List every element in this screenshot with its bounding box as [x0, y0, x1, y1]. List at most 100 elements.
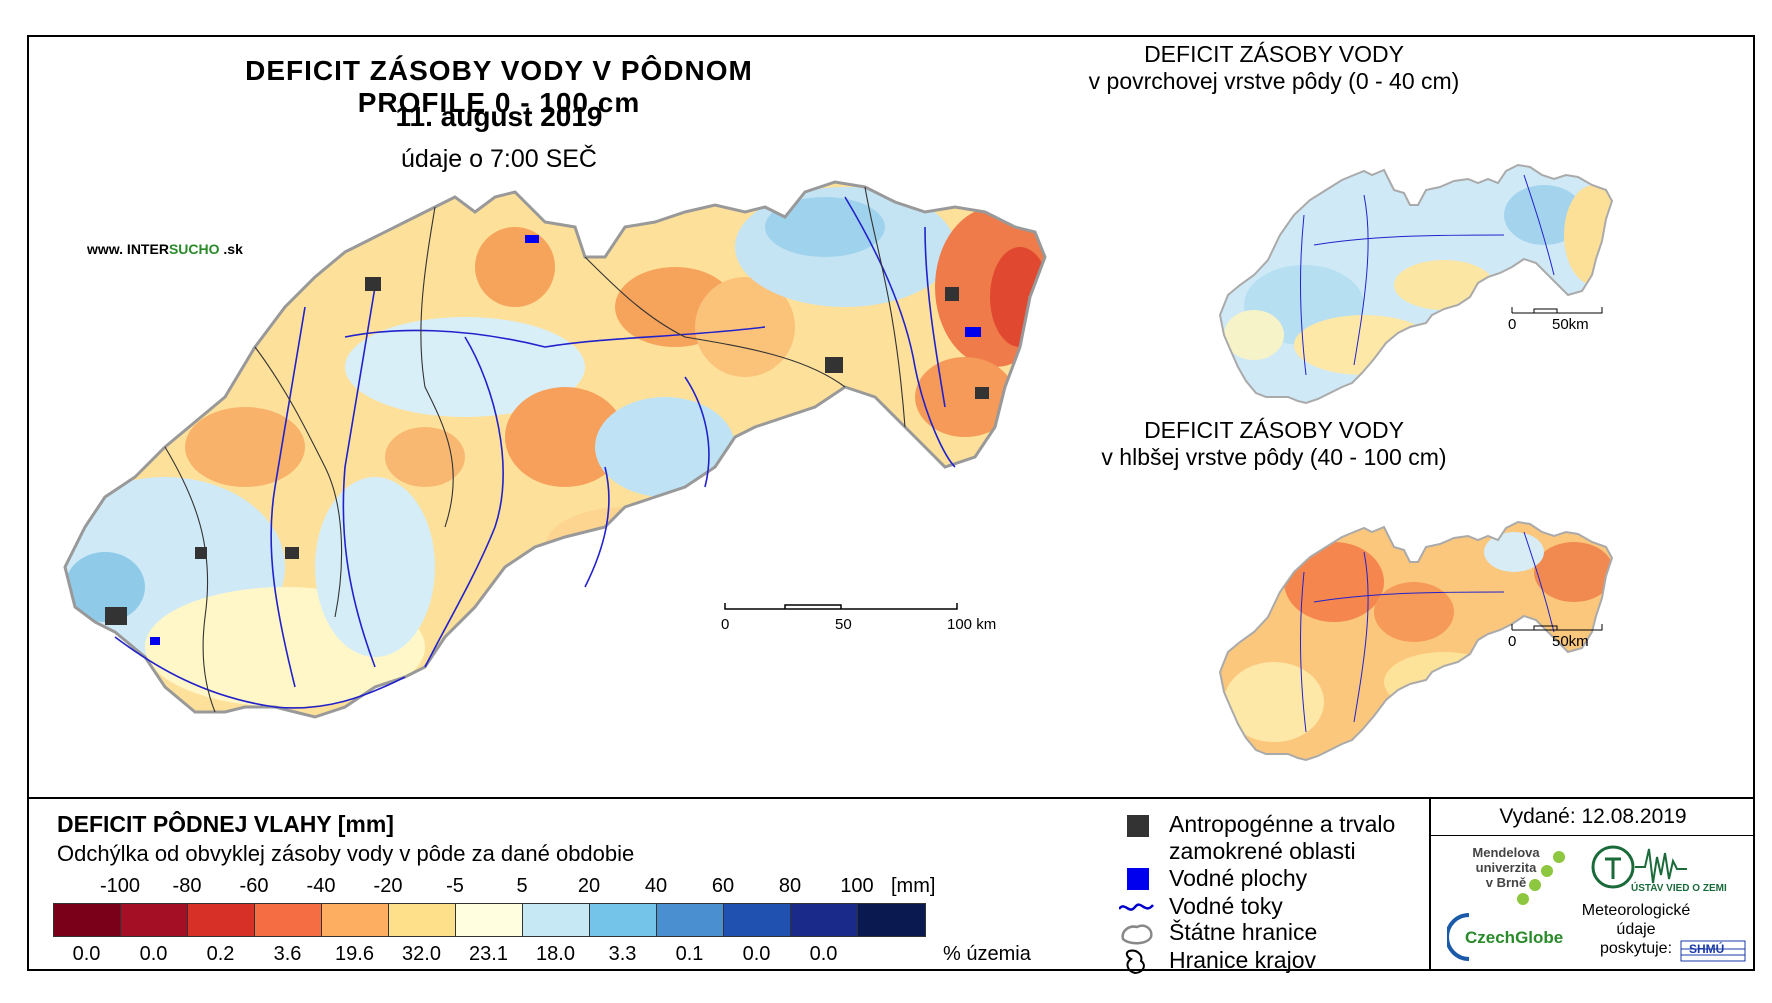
legend-title: DEFICIT PÔDNEJ VLAHY [mm]: [57, 811, 394, 837]
legend-percentage: 23.1: [469, 943, 508, 965]
water-bodies: [150, 235, 981, 645]
key-label-urban-2: zamokrené oblasti: [1169, 838, 1356, 864]
legend-color-cell: [858, 904, 925, 936]
legend-threshold: 60: [711, 875, 735, 897]
meteo-line1: Meteorologické: [1581, 902, 1691, 919]
legend-threshold-labels: -100 -80 -60 -40 -20 -5 5 20 40 60 80 10…: [51, 875, 935, 901]
legend-color-cell: [791, 904, 858, 936]
meteo-line3: poskytuje:: [1599, 940, 1673, 957]
legend-color-cell: [523, 904, 590, 936]
legend-section: DEFICIT PÔDNEJ VLAHY [mm] Odchýlka od ob…: [29, 799, 1755, 975]
inset-bottom-title-line2: v hlbšej vrstve pôdy (40 - 100 cm): [1101, 444, 1447, 470]
mendel-line1: Mendelova: [1472, 845, 1540, 860]
legend-threshold: -40: [306, 875, 336, 897]
legend-color-cell: [54, 904, 121, 936]
key-label-country-border: Štátne hranice: [1169, 919, 1318, 945]
legend-color-cell: [188, 904, 255, 936]
key-label-region-border: Hranice krajov: [1169, 947, 1316, 973]
inset-top-title-line2: v povrchovej vrstve pôdy (0 - 40 cm): [1088, 68, 1460, 94]
legend-color-cell: [322, 904, 389, 936]
legend-threshold: -100: [99, 875, 141, 897]
map-area: DEFICIT ZÁSOBY VODY V PÔDNOM PROFILE 0 -…: [29, 37, 1753, 799]
wavy-line-icon: [1119, 903, 1154, 911]
legend-percent-unit: % územia: [943, 943, 1031, 965]
source-url: www. INTERSUCHO .sk: [87, 241, 243, 257]
main-scale-label-50: 50: [835, 616, 852, 633]
czechglobe-logo: CzechGlobe: [1447, 913, 1563, 961]
legend-subtitle: Odchýlka od obvyklej zásoby vody v pôde …: [57, 841, 635, 866]
legend-threshold: 5: [516, 875, 528, 897]
blue-square-icon: [1127, 868, 1149, 890]
legend-percentage: 0.1: [675, 943, 704, 965]
main-map-scale-bar: 0 50 100 km: [721, 603, 996, 633]
legend-threshold: 80: [778, 875, 802, 897]
source-url-suffix: .sk: [219, 241, 243, 257]
mendel-dots-icon: [1517, 851, 1565, 905]
legend-percentage: 0.2: [206, 943, 235, 965]
legend-percentage: 0.0: [742, 943, 771, 965]
legend-threshold: 100: [840, 875, 874, 897]
inset-bottom-rivers: [1300, 531, 1555, 733]
legend-percentage: 0.0: [72, 943, 101, 965]
legend-color-cell: [657, 904, 724, 936]
mendel-line2: univerzita: [1475, 860, 1537, 875]
region-boundaries: [164, 186, 906, 713]
inset-top-rivers: [1300, 174, 1555, 376]
issued-box: Vydané: 12.08.2019 Mendelova univerzita …: [1429, 799, 1755, 971]
inset-top-scale-0: 0: [1508, 316, 1516, 333]
uvoz-text: ÚSTAV VIED O ZEMI: [1631, 881, 1727, 894]
meteo-line2: údaje: [1616, 921, 1656, 938]
inset-bottom-scale-50: 50km: [1552, 633, 1589, 650]
inset-top-scale-50: 50km: [1552, 316, 1589, 333]
mendel-line3: v Brně: [1485, 875, 1527, 890]
river-network: [114, 196, 956, 709]
meteo-provider-text: Meteorologické údaje poskytuje:: [1581, 901, 1691, 958]
legend-color-cell: [456, 904, 523, 936]
legend-color-cell: [255, 904, 322, 936]
inset-top-title-line1: DEFICIT ZÁSOBY VODY: [1144, 41, 1404, 67]
uvoz-logo: ÚSTAV VIED O ZEMI: [1591, 845, 1727, 894]
mendel-logo: Mendelova univerzita v Brně: [1461, 845, 1551, 890]
legend-percentage: 19.6: [335, 943, 374, 965]
legend-unit: [mm]: [891, 875, 936, 897]
legend-percentages: 0.0 0.0 0.2 3.6 19.6 32.0 23.1 18.0 3.3 0.1 0.0 0.0: [53, 943, 873, 969]
legend-threshold: 40: [644, 875, 668, 897]
legend-color-cell: [389, 904, 456, 936]
inset-bottom-scale-bar: 0 50km: [1508, 624, 1603, 650]
key-label-rivers: Vodné toky: [1169, 893, 1283, 919]
country-outline-icon: [1121, 924, 1153, 945]
legend-threshold: -80: [172, 875, 202, 897]
main-map-date: 11. august 2019: [395, 101, 603, 132]
issued-date: Vydané: 12.08.2019: [1499, 805, 1687, 828]
inset-top-scale-bar: 0 50km: [1508, 307, 1603, 333]
figure-frame: DEFICIT ZÁSOBY VODY V PÔDNOM PROFILE 0 -…: [27, 35, 1755, 975]
shmu-text: SHMÚ: [1689, 941, 1724, 956]
source-url-brand: SUCHO: [168, 241, 220, 257]
source-url-prefix: www. INTER: [87, 241, 169, 257]
shmu-logo: SHMÚ: [1680, 940, 1746, 962]
dark-square-icon: [1127, 815, 1149, 837]
legend-color-cell: [724, 904, 791, 936]
legend-percentage: 0.0: [139, 943, 168, 965]
urban-areas: [105, 277, 989, 625]
legend-percentage: 32.0: [402, 943, 441, 965]
legend-percentage: 0.0: [809, 943, 838, 965]
legend-threshold: -60: [239, 875, 269, 897]
legend-threshold: -5: [446, 875, 464, 897]
inset-bottom-scale-0: 0: [1508, 633, 1516, 650]
issued-divider: [1431, 835, 1755, 836]
legend-color-cell: [121, 904, 188, 936]
legend-color-cell: [590, 904, 657, 936]
legend-percentage: 3.3: [608, 943, 637, 965]
inset-top-map: 0 50km: [1218, 163, 1614, 405]
inset-bottom-title-line1: DEFICIT ZÁSOBY VODY: [1144, 417, 1404, 443]
main-scale-label-0: 0: [721, 616, 729, 633]
main-map-time-note: údaje o 7:00 SEČ: [401, 145, 597, 173]
legend-percentage: 18.0: [536, 943, 575, 965]
region-outline-icon: [1125, 949, 1145, 975]
key-label-urban-1: Antropogénne a trvalo: [1169, 811, 1396, 837]
legend-threshold: 20: [577, 875, 601, 897]
main-scale-label-100: 100 km: [947, 616, 996, 633]
czechglobe-text: CzechGlobe: [1465, 928, 1563, 947]
main-map: 0 50 100 km: [63, 180, 1047, 719]
